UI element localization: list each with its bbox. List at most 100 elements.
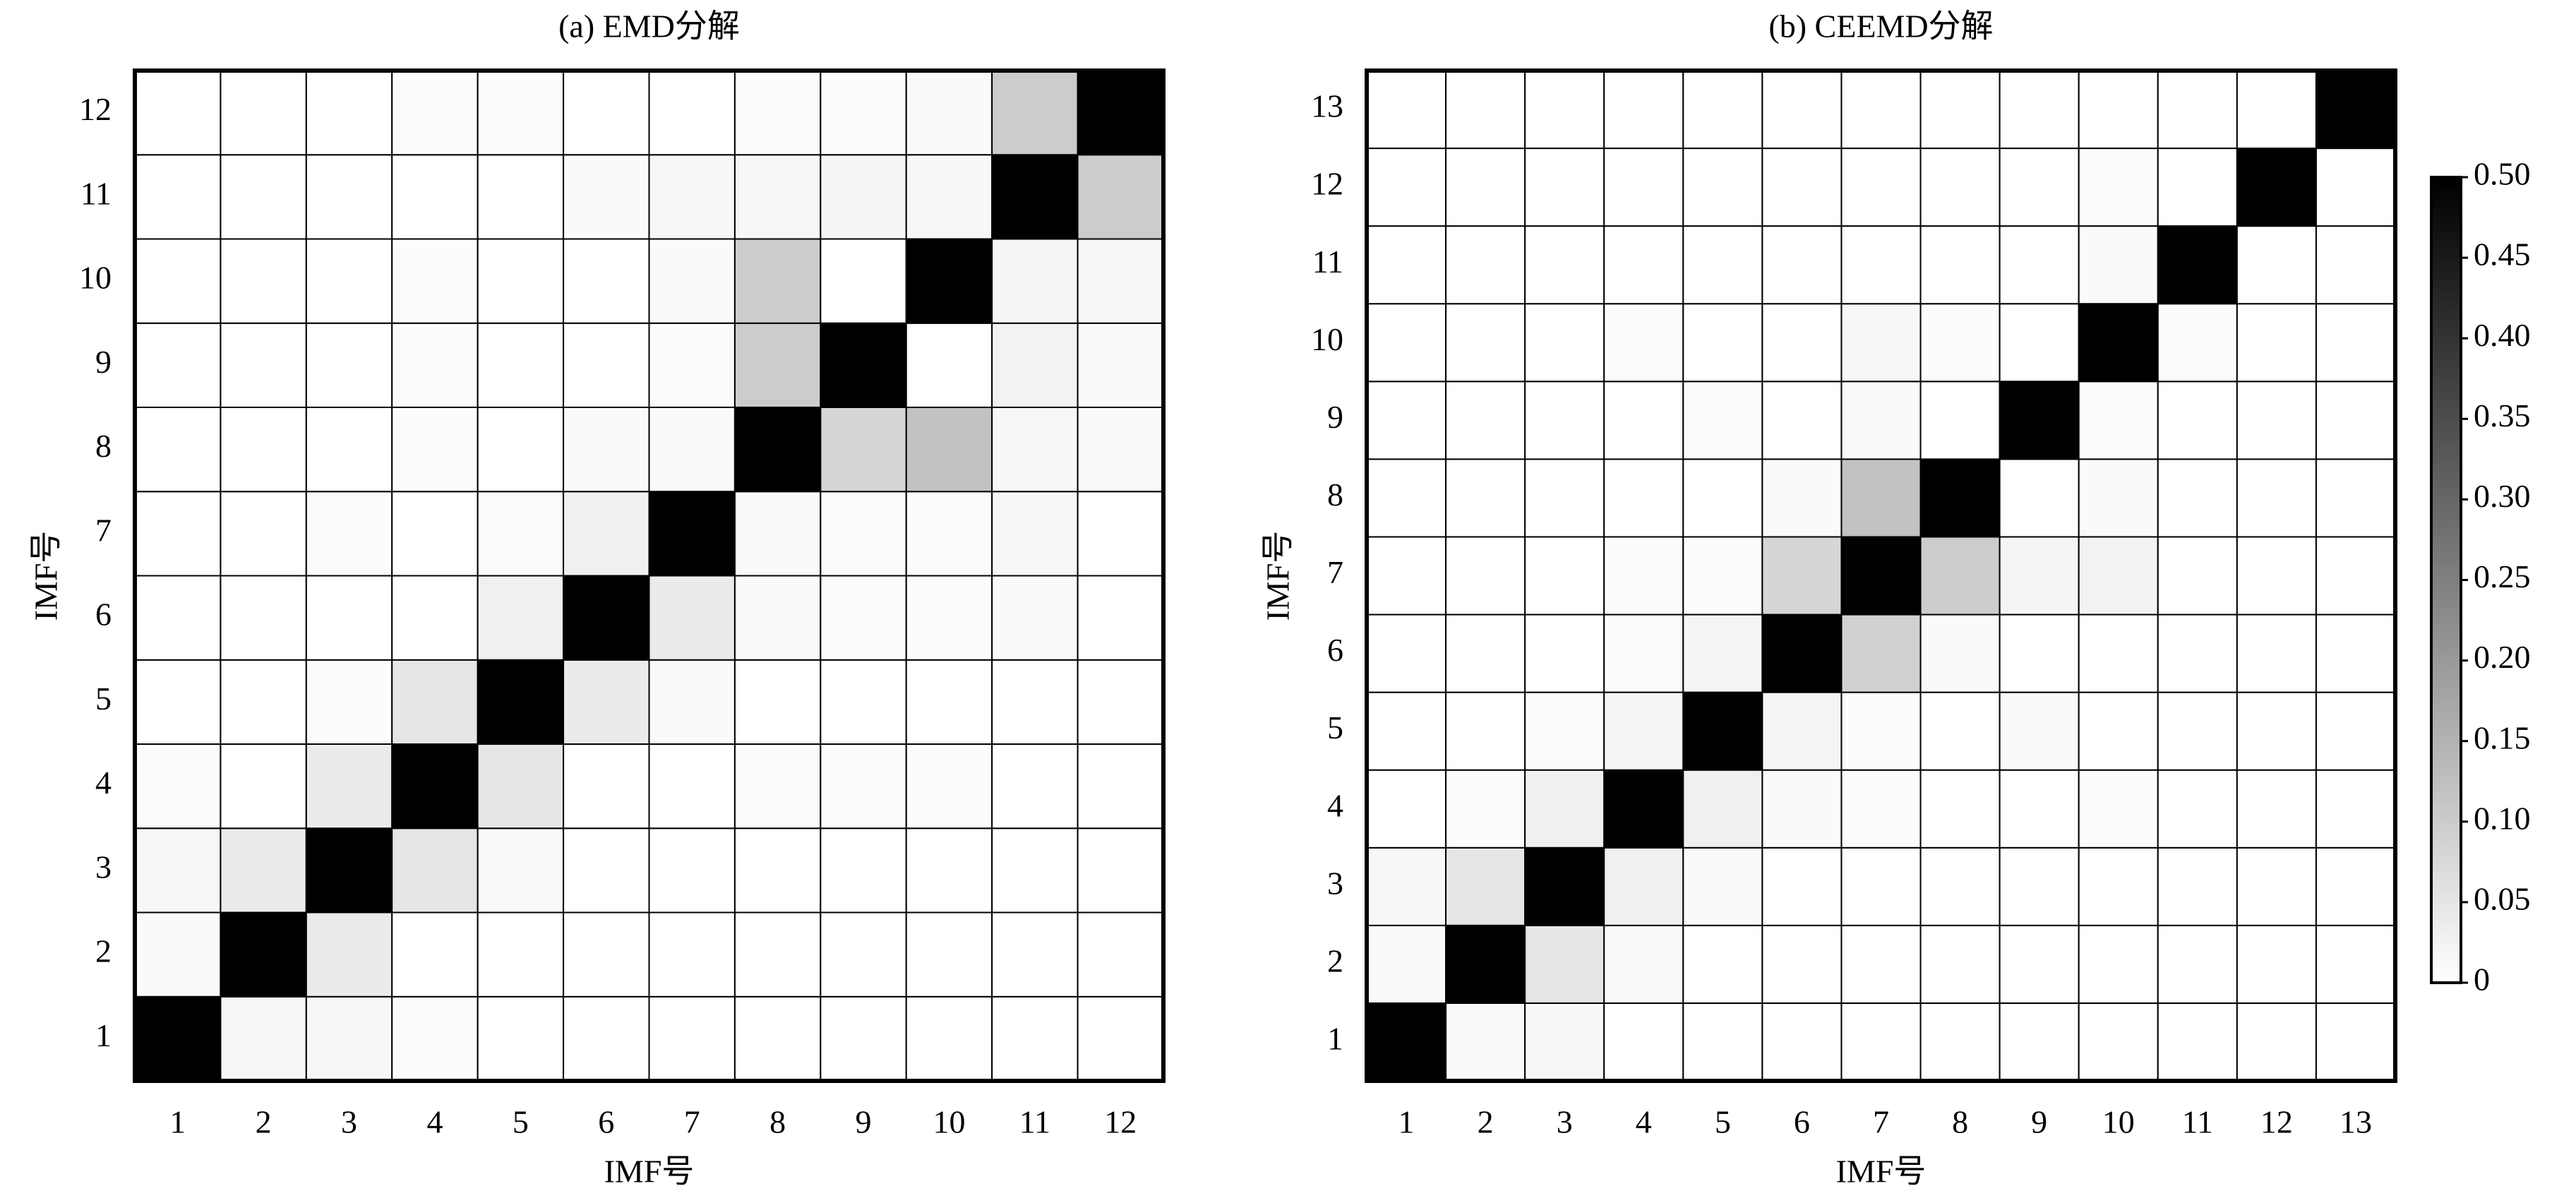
cell xyxy=(1524,536,1605,616)
plot-frame xyxy=(1365,68,2397,1083)
cell xyxy=(1524,846,1605,926)
cell xyxy=(2078,225,2159,305)
cell xyxy=(477,827,565,914)
cell xyxy=(2078,924,2159,1004)
x-tick-label: 5 xyxy=(513,1104,529,1140)
colorbar-tick-label: 0.45 xyxy=(2474,237,2531,273)
cell xyxy=(2157,846,2238,926)
cell xyxy=(991,238,1079,324)
x-tick-label: 1 xyxy=(1398,1104,1415,1140)
cell xyxy=(648,659,736,745)
cell xyxy=(1366,303,1447,383)
cell xyxy=(2315,148,2397,227)
colorbar-tick-label: 0.20 xyxy=(2474,639,2531,675)
cell xyxy=(820,659,907,745)
cell xyxy=(820,743,907,830)
cell xyxy=(905,995,993,1082)
cell xyxy=(1682,1002,1763,1082)
cell xyxy=(2157,1002,2238,1082)
y-tick-label: 5 xyxy=(95,681,112,717)
y-tick-label: 11 xyxy=(80,175,112,211)
cell xyxy=(1524,924,1605,1004)
cell xyxy=(1524,769,1605,849)
cell xyxy=(1077,743,1165,830)
cell xyxy=(1524,458,1605,538)
cell xyxy=(1682,924,1763,1004)
cell xyxy=(1603,225,1684,305)
y-tick-label: 10 xyxy=(1311,321,1343,357)
x-tick-label: 9 xyxy=(856,1104,872,1140)
cell xyxy=(1445,70,1526,150)
cell xyxy=(1366,769,1447,849)
cell xyxy=(991,322,1079,408)
cell xyxy=(2236,148,2317,227)
cell xyxy=(905,659,993,745)
cell xyxy=(1445,846,1526,926)
x-tick-label: 3 xyxy=(1557,1104,1573,1140)
cell xyxy=(733,659,822,745)
x-tick-label: 11 xyxy=(1019,1104,1050,1140)
cell xyxy=(1445,381,1526,460)
cell xyxy=(1445,458,1526,538)
cell xyxy=(1999,458,2080,538)
cell xyxy=(1999,148,2080,227)
cell xyxy=(2157,148,2238,227)
cell xyxy=(2315,691,2397,771)
cell xyxy=(220,322,307,408)
cell xyxy=(991,407,1079,493)
x-tick-label: 11 xyxy=(2182,1104,2213,1140)
cell xyxy=(1999,691,2080,771)
x-tick-label: 12 xyxy=(1104,1104,1137,1140)
cell xyxy=(820,491,907,577)
cell xyxy=(134,70,222,156)
cell xyxy=(733,575,822,661)
y-tick-label: 7 xyxy=(95,512,112,548)
cell xyxy=(1682,303,1763,383)
y-tick-label: 8 xyxy=(95,428,112,464)
cell xyxy=(1077,154,1165,240)
cell xyxy=(1603,614,1684,693)
cell xyxy=(563,911,650,998)
cell xyxy=(477,491,565,577)
cell xyxy=(563,154,650,240)
cell xyxy=(1603,1002,1684,1082)
cell xyxy=(1603,458,1684,538)
cell xyxy=(1682,846,1763,926)
cell xyxy=(391,154,479,240)
cell xyxy=(477,407,565,493)
cell xyxy=(563,322,650,408)
cell xyxy=(648,238,736,324)
cell xyxy=(648,70,736,156)
cell xyxy=(648,491,736,577)
cell xyxy=(1761,536,1843,616)
y-axis-label: IMF号 xyxy=(28,531,64,621)
cell xyxy=(2236,225,2317,305)
cell xyxy=(1919,458,2001,538)
cell xyxy=(1682,769,1763,849)
cell xyxy=(1603,846,1684,926)
cell xyxy=(905,238,993,324)
y-tick-label: 9 xyxy=(95,344,112,380)
cell xyxy=(1761,148,1843,227)
cell xyxy=(305,154,393,240)
cell xyxy=(1682,536,1763,616)
cell xyxy=(2157,536,2238,616)
cell xyxy=(2315,381,2397,460)
cell xyxy=(1524,303,1605,383)
cell xyxy=(134,911,222,998)
x-tick-label: 2 xyxy=(256,1104,272,1140)
colorbar-tick-label: 0.10 xyxy=(2474,800,2531,836)
cell xyxy=(2078,381,2159,460)
x-tick-label: 10 xyxy=(933,1104,965,1140)
cell xyxy=(820,154,907,240)
cell xyxy=(134,322,222,408)
x-axis-label: IMF号 xyxy=(604,1154,695,1190)
cell xyxy=(905,575,993,661)
cell xyxy=(1077,491,1165,577)
cell xyxy=(1524,225,1605,305)
cell xyxy=(477,743,565,830)
cell xyxy=(1524,691,1605,771)
cell xyxy=(2157,458,2238,538)
cell xyxy=(477,575,565,661)
